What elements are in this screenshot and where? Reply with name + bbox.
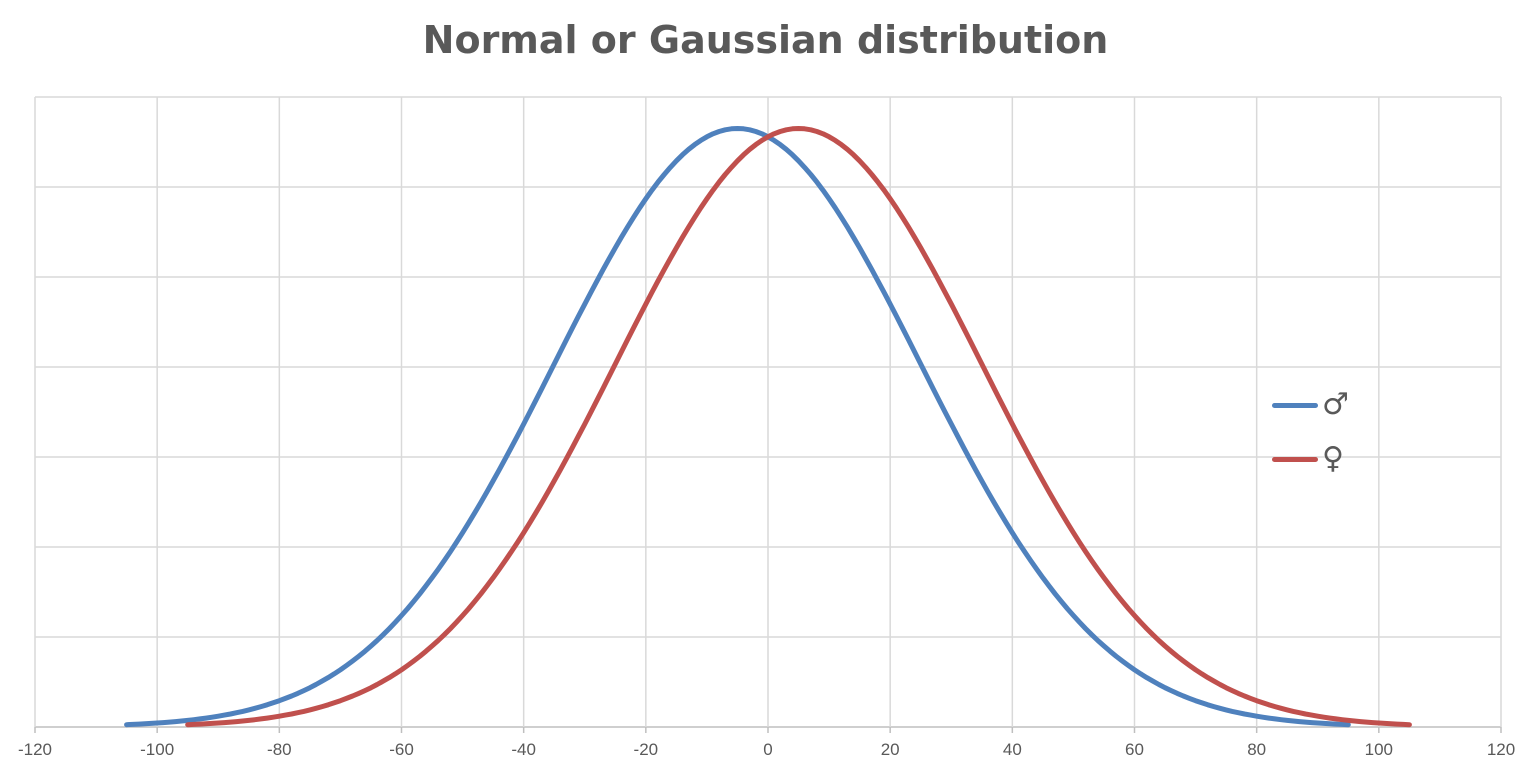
legend-item-female: ♀ [1272, 432, 1349, 486]
x-tick-label: -120 [17, 740, 53, 759]
x-tick-label: 120 [1486, 740, 1516, 759]
gridlines [34, 96, 1502, 733]
x-tick-label: -100 [140, 740, 175, 759]
x-tick-label: -20 [633, 740, 659, 759]
x-tick-label: -60 [389, 740, 414, 759]
x-tick-label: -80 [267, 740, 292, 759]
legend-item-male: ♂ [1272, 378, 1349, 432]
x-tick-label: 40 [1002, 740, 1022, 759]
x-tick-label: 20 [880, 740, 900, 759]
x-tick-label: 80 [1247, 740, 1267, 759]
male-symbol-icon: ♂ [1322, 387, 1349, 422]
x-tick-label: 60 [1125, 740, 1144, 759]
x-tick-label: 0 [763, 740, 773, 759]
chart-title: Normal or Gaussian distribution [422, 18, 1109, 62]
legend-swatch-female [1272, 456, 1318, 462]
series-line [185, 126, 1412, 728]
legend-swatch-male [1272, 402, 1318, 408]
x-tick-label: 100 [1364, 740, 1394, 759]
legend: ♂ ♀ [1272, 378, 1349, 486]
series-lines [124, 126, 1412, 728]
x-tick-label: -40 [511, 740, 536, 759]
series-line [124, 126, 1351, 728]
female-symbol-icon: ♀ [1322, 441, 1344, 476]
